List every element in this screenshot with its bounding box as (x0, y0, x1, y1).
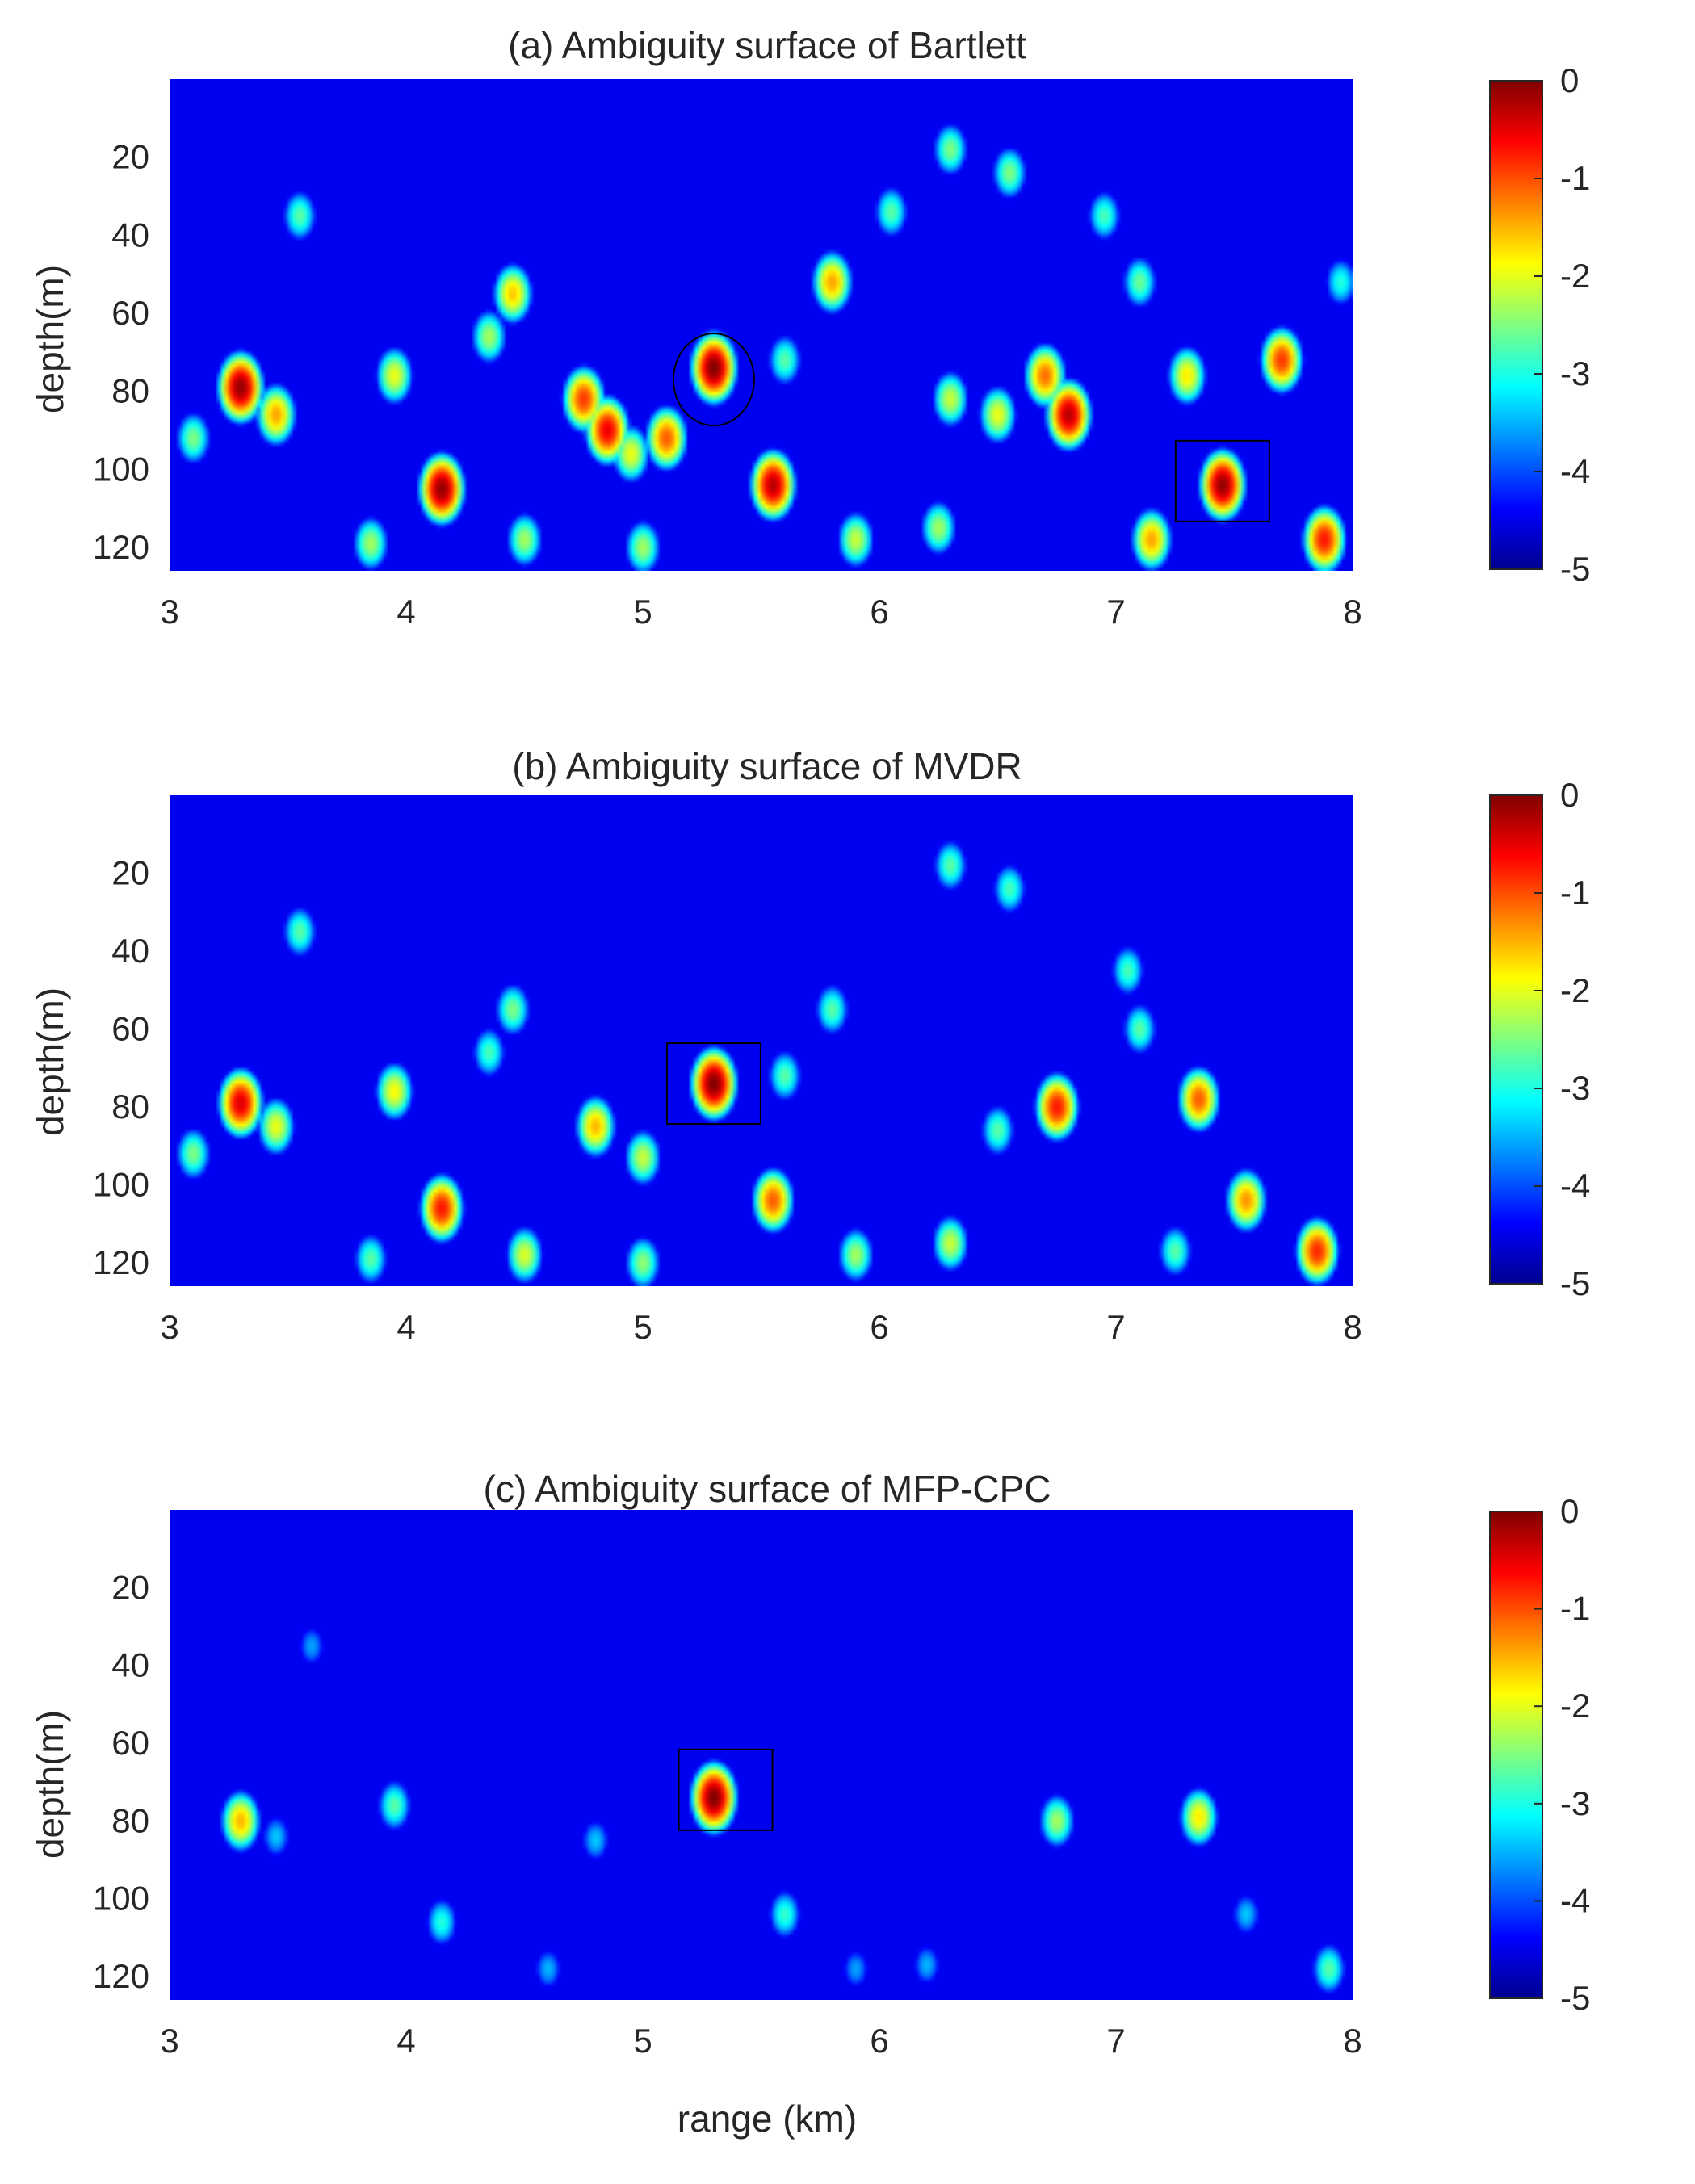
y-tick-label: 40 (111, 932, 149, 970)
panel-a-title: (a) Ambiguity surface of Bartlett (508, 24, 1026, 66)
x-tick-label: 5 (633, 593, 652, 631)
y-tick-label: 80 (111, 372, 149, 410)
panel-a: (a) Ambiguity surface of Bartlett 3 4 5 6 7 8… (29, 24, 1590, 631)
colorbar-tick-label: -4 (1560, 452, 1590, 490)
colorbar-tick-label: -1 (1560, 159, 1590, 197)
panel-b-colorbar: 0 -1 -2 -3 -4 -5 (1489, 776, 1590, 1302)
x-tick-label: 5 (633, 2022, 652, 2060)
y-tick-label: 60 (111, 294, 149, 332)
y-tick-label: 100 (93, 450, 149, 488)
colorbar-tick-label: -4 (1560, 1167, 1590, 1205)
x-tick-label: 4 (396, 2022, 415, 2060)
panel-b: (b) Ambiguity surface of MVDR 3 4 5 6 7 8 20 4… (29, 745, 1590, 1346)
y-tick-label: 60 (111, 1724, 149, 1762)
colorbar-tick-label: -3 (1560, 354, 1590, 392)
colorbar-gradient (1489, 794, 1543, 1285)
panel-b-y-ticks: 20 40 60 80 100 120 (93, 854, 149, 1282)
panel-b-ambiguity-surface (170, 795, 1353, 1286)
y-tick-label: 20 (111, 854, 149, 892)
panel-c-title: (c) Ambiguity surface of MFP-CPC (484, 1468, 1051, 1510)
colorbar-tick-label: 0 (1560, 61, 1579, 99)
colorbar-gradient (1489, 80, 1543, 570)
panel-c-y-ticks: 20 40 60 80 100 120 (93, 1568, 149, 1995)
colorbar-tick-label: -5 (1560, 1264, 1590, 1302)
panel-b-title: (b) Ambiguity surface of MVDR (512, 745, 1022, 787)
x-tick-label: 7 (1106, 1308, 1125, 1346)
colorbar-tick-label: -5 (1560, 1979, 1590, 2017)
panel-a-ylabel: depth(m) (29, 265, 71, 413)
panel-a-ambiguity-surface (170, 79, 1353, 571)
colorbar-tick-label: 0 (1560, 1492, 1579, 1530)
panel-a-colorbar: 0 -1 -2 -3 -4 -5 (1489, 61, 1590, 588)
x-tick-label: 6 (870, 593, 888, 631)
panel-a-markers (672, 333, 1270, 522)
x-tick-label: 3 (160, 593, 178, 631)
y-tick-label: 100 (93, 1880, 149, 1918)
x-tick-label: 4 (396, 1308, 415, 1346)
panel-c-x-ticks: 3 4 5 6 7 8 (160, 2022, 1361, 2060)
x-tick-label: 7 (1106, 593, 1125, 631)
y-tick-label: 40 (111, 1646, 149, 1684)
colorbar-tick-label: -1 (1560, 1590, 1590, 1628)
target-marker-square (665, 1042, 761, 1126)
y-tick-label: 80 (111, 1801, 149, 1839)
x-tick-label: 4 (396, 593, 415, 631)
target-marker-square (1174, 439, 1270, 522)
colorbar-tick-label: -2 (1560, 257, 1590, 295)
x-tick-label: 8 (1343, 2022, 1361, 2060)
heatmap-image (170, 1510, 1353, 2000)
y-tick-label: 40 (111, 216, 149, 254)
colorbar-tick-label: -2 (1560, 971, 1590, 1009)
y-tick-label: 120 (93, 1243, 149, 1281)
colorbar-tick-label: -3 (1560, 1069, 1590, 1107)
panel-c-ambiguity-surface (170, 1510, 1353, 2000)
panel-b-ylabel: depth(m) (29, 987, 71, 1136)
panel-b-markers (665, 1042, 761, 1126)
target-marker-square (678, 1748, 774, 1831)
x-tick-label: 8 (1343, 1308, 1361, 1346)
y-tick-label: 80 (111, 1088, 149, 1126)
y-tick-label: 120 (93, 1957, 149, 1995)
x-tick-label: 3 (160, 2022, 178, 2060)
target-marker-circle (672, 333, 755, 427)
y-tick-label: 60 (111, 1010, 149, 1048)
x-axis-label: range (km) (678, 2098, 857, 2140)
colorbar-tick-label: -5 (1560, 550, 1590, 588)
panel-a-y-ticks: 20 40 60 80 100 120 (93, 138, 149, 566)
heatmap-image (170, 79, 1353, 571)
panel-c-ylabel: depth(m) (29, 1710, 71, 1859)
x-tick-label: 8 (1343, 593, 1361, 631)
colorbar-tick-label: -1 (1560, 874, 1590, 912)
y-tick-label: 120 (93, 528, 149, 566)
colorbar-tick-label: -2 (1560, 1687, 1590, 1725)
heatmap-image (170, 795, 1353, 1286)
y-tick-label: 20 (111, 1568, 149, 1606)
colorbar-tick-label: -3 (1560, 1784, 1590, 1822)
colorbar-tick-label: -4 (1560, 1881, 1590, 1919)
panel-b-x-ticks: 3 4 5 6 7 8 (160, 1308, 1361, 1346)
panel-c-markers (678, 1748, 774, 1831)
x-tick-label: 6 (870, 2022, 888, 2060)
colorbar-tick-label: 0 (1560, 776, 1579, 814)
x-tick-label: 3 (160, 1308, 178, 1346)
panel-a-x-ticks: 3 4 5 6 7 8 (160, 593, 1361, 631)
x-tick-label: 7 (1106, 2022, 1125, 2060)
panel-c-colorbar: 0 -1 -2 -3 -4 -5 (1489, 1492, 1590, 2017)
x-tick-label: 6 (870, 1308, 888, 1346)
colorbar-gradient (1489, 1511, 1543, 1999)
x-tick-label: 5 (633, 1308, 652, 1346)
y-tick-label: 20 (111, 138, 149, 176)
y-tick-label: 100 (93, 1166, 149, 1204)
